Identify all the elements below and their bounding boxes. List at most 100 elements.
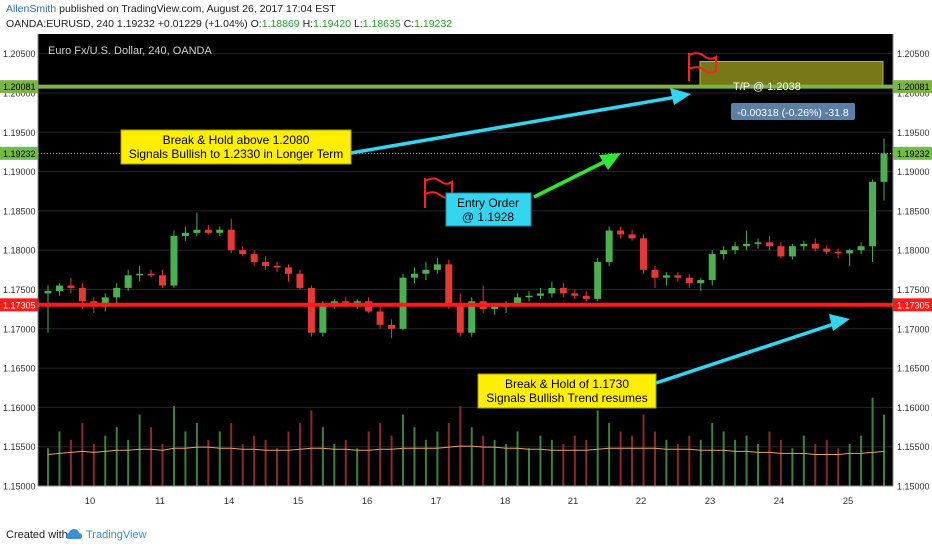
volume-bar [871,397,874,486]
right-tick-label: 1.17500 [897,285,930,295]
chart-title: Euro Fx/U.S. Dollar, 240, OANDA [48,45,212,57]
left-tick-label: 1.15500 [3,442,36,452]
volume-bar [619,431,622,486]
right-tick-label: 1.18500 [897,206,930,216]
candle-body [617,230,625,235]
volume-bar [195,423,198,486]
candle-body [319,305,327,333]
candle-body [777,246,785,257]
open-label: O: [250,18,262,30]
candle-body [846,250,854,254]
right-tick-label: 1.17000 [897,324,930,334]
volume-bar [115,427,118,486]
candle-body [880,153,888,182]
x-tick-label: 17 [431,496,442,507]
volume-bar [161,444,164,486]
volume-bar [321,427,324,486]
break-above-callout [120,129,352,165]
volume-bar [482,435,485,486]
support-arrow [655,320,841,385]
low-label: L: [353,18,363,30]
price-tag-left [0,146,38,160]
candle-body [640,238,648,270]
candle-body [662,275,670,278]
volume-bar [253,435,256,486]
volume-bar [516,431,519,486]
volume-bar [184,431,187,486]
x-tick-label: 15 [293,496,304,507]
candle-body [250,254,258,262]
volume-bar [665,439,668,486]
volume-bar [47,448,49,486]
low-value: 1.18635 [362,18,401,30]
left-tick-label: 1.20000 [3,88,36,98]
volume-bar [734,439,737,486]
volume-bar [436,431,439,486]
candle-body [743,243,751,247]
volume-bar [779,439,782,486]
price-tag-right-text: 1.20081 [897,82,930,92]
candle-body [468,301,476,333]
symbol-label: OANDA:EURUSD, 240 [6,18,114,30]
x-tick-label: 16 [362,496,373,507]
volume-bar [81,423,84,486]
candle-body [754,242,762,244]
price-tag-left [0,80,38,94]
candle-body [101,297,109,307]
price-chart[interactable]: 1.20500 1.20000 1.19500 1.19000 1.18500 1.180… [0,34,932,520]
right-tick-label: 1.18000 [897,246,930,256]
price-tag-left-text: 1.19232 [3,149,36,159]
candle-body [55,285,63,292]
left-tick-label: 1.17500 [3,285,36,295]
left-tick-label: 1.15000 [3,482,36,492]
candle-body [67,285,75,288]
entry-arrow [533,157,611,199]
candle-body [628,234,636,239]
symbol-line: OANDA:EURUSD, 240 1.19232 +0.01229 (+1.0… [6,18,452,30]
right-tick-label: 1.20500 [897,49,930,59]
entry-line2: @ 1.1928 [462,210,515,224]
volume-bar [241,444,244,486]
volume-bar [127,439,130,486]
price-tag-left-text: 1.20081 [3,82,36,92]
volume-bar [883,414,885,486]
candle-body [559,287,567,294]
left-tick-label: 1.18000 [3,246,36,256]
price-tag-left-text: 1.17305 [3,300,36,310]
x-tick-label: 18 [500,496,511,507]
volume-bar [722,431,725,486]
x-tick-label: 22 [636,496,647,507]
candle-body [536,293,544,296]
volume-bar [505,444,508,486]
volume-bar [631,435,634,486]
right-price-axis: 1.20500 1.20000 1.19500 1.19000 1.18500 1.180… [897,49,930,491]
time-axis: 10 11 14 15 16 17 18 21 22 23 24 25 [85,496,854,507]
tradingview-brand-link[interactable]: TradingView [86,529,147,541]
high-value: 1.19420 [313,18,352,30]
tp-label: T/P @ 1.2038 [733,81,801,93]
candle-body [857,246,865,251]
candle-body [124,275,132,288]
close-value: 1.19232 [414,18,453,30]
break-above-line2: Signals Bullish to 1.2330 in Longer Term [129,147,344,161]
left-tick-label: 1.18500 [3,206,36,216]
right-tick-label: 1.15000 [897,482,930,492]
right-axis-panel [893,34,932,486]
close-label: C: [403,18,415,30]
volume-bar [596,410,599,486]
volume-bar [230,423,233,486]
volume-bar [367,431,370,486]
volume-bar [69,439,72,486]
published-info: published on TradingView.com, August 26,… [59,3,336,15]
volume-bar [333,444,336,486]
author-link[interactable]: AllenSmith [6,3,57,15]
volume-bar [688,435,691,486]
candle-body [239,250,247,255]
candle-body [216,229,224,233]
candle-body [720,250,728,255]
candle-body [273,265,281,268]
candle-body [788,246,796,257]
volume-bar [860,435,863,486]
x-tick-label: 24 [774,496,785,507]
x-tick-label: 25 [843,496,854,507]
